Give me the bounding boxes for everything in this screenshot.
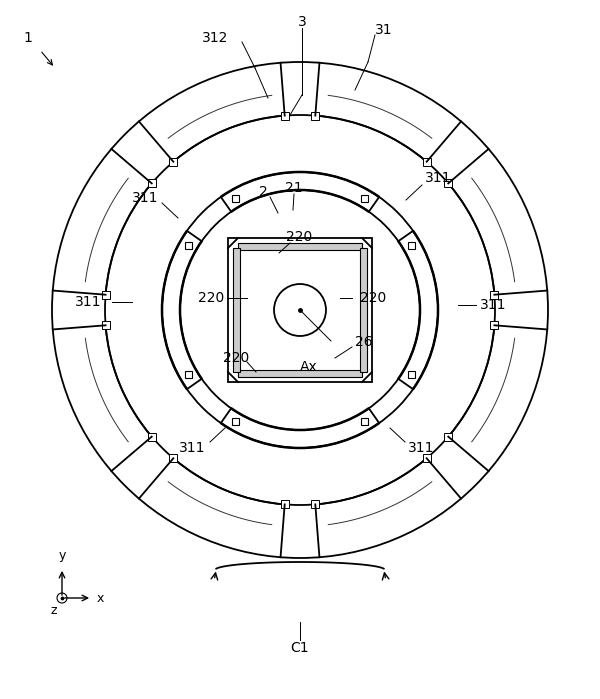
Bar (101, 291, 110, 298)
Bar (490, 322, 499, 329)
Text: 3: 3 (298, 15, 307, 29)
Text: 312: 312 (202, 31, 228, 45)
Bar (232, 195, 239, 202)
Text: 311: 311 (132, 191, 158, 205)
Bar (408, 242, 415, 249)
Bar (233, 248, 240, 372)
Bar (169, 454, 178, 462)
Text: 311: 311 (75, 295, 101, 309)
Text: y: y (58, 549, 65, 562)
Text: 220: 220 (286, 230, 312, 244)
Bar (148, 433, 156, 440)
Bar (444, 433, 452, 440)
Bar (238, 370, 362, 377)
Text: Ax: Ax (300, 360, 318, 374)
Bar (361, 195, 368, 202)
Bar (281, 500, 289, 508)
Bar (422, 454, 431, 462)
Text: 220: 220 (223, 351, 249, 365)
Bar (408, 371, 415, 378)
Text: 220: 220 (360, 291, 386, 305)
Text: 220: 220 (198, 291, 224, 305)
Bar (238, 243, 362, 250)
Bar (101, 322, 110, 329)
Bar (311, 500, 319, 508)
Text: 311: 311 (408, 441, 434, 455)
Text: 311: 311 (425, 171, 452, 185)
Bar (490, 291, 499, 298)
Bar (185, 242, 192, 249)
Bar (444, 180, 452, 187)
Text: z: z (51, 603, 57, 617)
Text: 311: 311 (480, 298, 506, 312)
Bar (311, 112, 319, 120)
Text: C1: C1 (290, 641, 310, 655)
Text: 26: 26 (355, 335, 373, 349)
Bar (185, 371, 192, 378)
Bar (232, 418, 239, 425)
Bar (148, 180, 156, 187)
Bar (169, 158, 178, 166)
Bar (228, 238, 372, 382)
Text: 311: 311 (179, 441, 205, 455)
Bar (422, 158, 431, 166)
Text: 1: 1 (23, 31, 32, 45)
Text: x: x (97, 591, 104, 605)
Bar (361, 418, 368, 425)
Bar (360, 248, 367, 372)
Text: 31: 31 (375, 23, 392, 37)
Text: 2: 2 (259, 185, 268, 199)
Bar (281, 112, 289, 120)
Text: 21: 21 (285, 181, 302, 195)
